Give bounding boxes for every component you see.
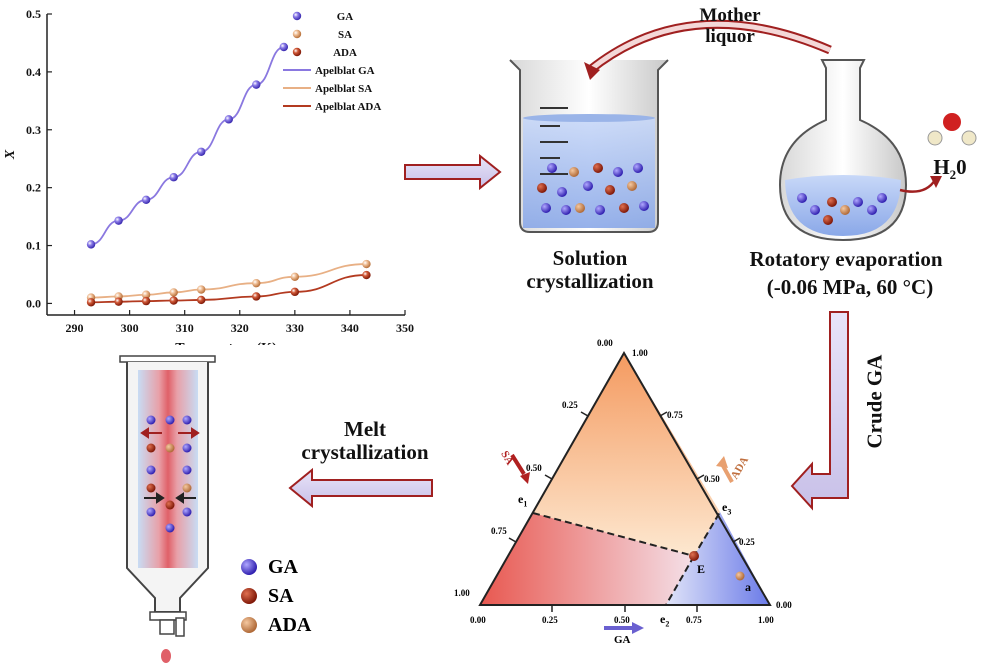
chart-x-label: Temperature (K) — [175, 341, 277, 345]
chart-point-ada — [362, 270, 371, 280]
chart-y-tick-label-1: 0.1 — [26, 239, 41, 253]
ternary-right-tick-3: 0.25 — [739, 537, 755, 547]
chart-point-ga — [279, 42, 289, 52]
chart-point-sa — [141, 290, 151, 299]
chart-x-tick-label-1: 300 — [121, 321, 139, 335]
ternary-left-tick-1: 0.25 — [562, 400, 578, 410]
water-molecule-icon — [927, 113, 977, 146]
ternary-left-tick-4: 1.00 — [454, 588, 470, 598]
solution-crystallization-label: Solution crystallization — [526, 246, 654, 294]
chart-legend-label-3: Apelblat GA — [315, 65, 375, 77]
chart-legend-label-2: ADA — [333, 47, 357, 59]
chart-point-ga — [114, 216, 123, 225]
chart-point-sa — [197, 285, 206, 294]
ternary-bottom-tick-1: 0.00 — [470, 615, 486, 625]
evaporation-flask — [778, 59, 942, 242]
chart-point-ada — [141, 296, 151, 306]
legend-label-ada: ADA — [268, 614, 312, 636]
chart-legend-label-5: Apelblat ADA — [315, 101, 381, 113]
chart-point-ada — [197, 295, 206, 305]
ternary-point-a: a — [745, 580, 751, 594]
chart-point-sa — [362, 259, 371, 269]
chart-point-ada — [290, 287, 300, 297]
chart-point-ga — [224, 115, 233, 124]
chart-point-sa — [169, 288, 178, 297]
arrow-to-melt — [288, 467, 433, 509]
chart-legend-marker-1 — [292, 29, 302, 39]
chart-point-sa — [252, 278, 261, 288]
chart-legend-marker-2 — [292, 47, 302, 57]
mother-liquor-label: Mother liquor — [699, 5, 761, 47]
arrow-to-solution — [404, 153, 502, 191]
chart-legend-marker-0 — [292, 11, 302, 21]
water-label: H20 — [933, 155, 967, 183]
solubility-chart: 290 300 310 320 330 340 350 0.0 0.1 0.2 0.3 0.4 0.5 T… — [3, 7, 414, 345]
ternary-bottom-tick-5: 1.00 — [758, 615, 774, 625]
chart-x-tick-label-3: 320 — [231, 321, 249, 335]
chart-y-tick-label-5: 0.5 — [26, 7, 41, 21]
chart-legend-label-0: GA — [337, 11, 354, 23]
chart-point-ga — [252, 80, 261, 89]
chart-y-tick-label-3: 0.3 — [26, 123, 41, 137]
chart-x-tick-label-5: 340 — [341, 321, 359, 335]
ternary-point-e2: e2 — [660, 612, 670, 629]
ternary-axis-ga: GA — [614, 634, 631, 646]
beaker — [509, 59, 669, 233]
ternary-bottom-tick-4: 0.75 — [686, 615, 702, 625]
legend-label-ga: GA — [268, 556, 298, 578]
ternary-diagram — [478, 350, 772, 634]
chart-x-tick-label-4: 330 — [286, 321, 304, 335]
beaker-particles — [537, 163, 649, 215]
ternary-point-e3: e3 — [722, 500, 732, 517]
flask-particles — [797, 193, 887, 225]
chart-point-ada — [169, 296, 178, 305]
chart-point-ga — [197, 147, 206, 156]
chart-point-ga — [169, 173, 178, 182]
chart-legend-label-1: SA — [338, 29, 352, 41]
chart-point-ada — [114, 297, 123, 306]
ternary-bottom-tick-2: 0.25 — [542, 615, 558, 625]
crude-ga-label: Crude GA — [862, 354, 887, 449]
ternary-right-tick-2: 0.50 — [704, 474, 720, 484]
ternary-right-tick-1: 0.75 — [667, 410, 683, 420]
chart-y-tick-label-2: 0.2 — [26, 181, 41, 195]
chart-point-sa — [290, 272, 300, 281]
evaporation-conditions-label: (-0.06 MPa, 60 °C) — [766, 275, 934, 299]
chart-point-ada — [252, 292, 261, 301]
legend-markers — [241, 559, 257, 633]
ternary-point-e1: e1 — [518, 492, 528, 509]
legend-label-sa: SA — [268, 585, 294, 607]
ternary-point-E: E — [697, 562, 706, 576]
chart-y-tick-label-4: 0.4 — [26, 65, 41, 79]
chart-x-tick-label-2: 310 — [176, 321, 194, 335]
chart-x-tick-label-6: 350 — [396, 321, 414, 335]
chart-y-tick-label-0: 0.0 — [26, 296, 41, 310]
crude-ga-arrow — [790, 311, 849, 511]
melt-crystallization-label: Melt crystallization — [301, 417, 429, 465]
mother-liquor-arrow — [584, 19, 832, 80]
chart-point-ada — [86, 298, 96, 307]
ternary-left-tick-3: 0.75 — [491, 526, 507, 536]
ternary-bottom-tick-3: 0.50 — [614, 615, 630, 625]
melt-column — [119, 355, 216, 663]
ternary-right-tick-4: 0.00 — [776, 600, 792, 610]
ternary-apex-right-label: 1.00 — [632, 348, 648, 358]
chart-point-ga — [141, 195, 151, 205]
chart-legend-label-4: Apelblat SA — [315, 83, 372, 95]
ternary-apex-left-label: 0.00 — [597, 338, 613, 348]
chart-y-label: X — [3, 149, 18, 160]
chart-plot-area: 290 300 310 320 330 340 350 0.0 0.1 0.2 0.3 0.4 0.5 T… — [3, 7, 414, 345]
rotatory-evaporation-label: Rotatory evaporation — [749, 247, 943, 271]
column-particles — [146, 415, 192, 533]
ternary-left-tick-2: 0.50 — [526, 463, 542, 473]
chart-x-tick-label-0: 290 — [66, 321, 84, 335]
chart-point-ga — [86, 240, 96, 249]
